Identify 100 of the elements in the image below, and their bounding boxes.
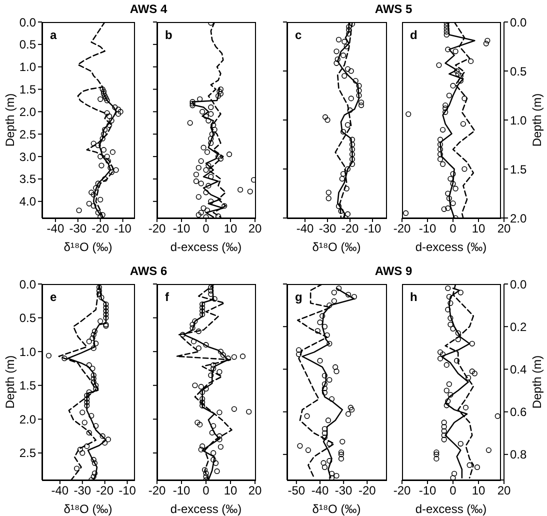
point [103, 308, 109, 314]
point [106, 113, 112, 119]
point [296, 352, 302, 358]
point [93, 340, 99, 346]
point [445, 306, 451, 312]
point [446, 92, 452, 98]
y-tick-label: 2.5 [19, 446, 36, 460]
point [444, 362, 450, 368]
point [200, 304, 206, 310]
y-tick-label: 2.0 [19, 104, 36, 119]
point [351, 294, 357, 300]
point [326, 340, 332, 346]
x-tick-label: 20 [248, 222, 262, 236]
point [80, 450, 86, 456]
point [338, 208, 344, 214]
x-tick-label: 10 [472, 222, 486, 236]
y-tick-label: 2.5 [19, 127, 36, 142]
x-tick-label: -50 [288, 484, 306, 498]
point [218, 156, 224, 162]
x-tick-label: -20 [148, 222, 166, 236]
point [198, 384, 204, 390]
point [326, 377, 332, 383]
point [98, 294, 104, 300]
point [187, 120, 193, 126]
point [98, 154, 104, 160]
point [92, 460, 98, 466]
x-tick-label: 20 [248, 484, 262, 498]
point [334, 56, 340, 62]
point [450, 82, 456, 88]
point [452, 186, 458, 192]
point [466, 462, 472, 468]
point [462, 404, 469, 410]
point [317, 358, 323, 364]
point [338, 452, 344, 458]
point [208, 111, 214, 117]
point [297, 443, 303, 449]
point [215, 154, 222, 160]
y2-tick-label: 1.0 [510, 113, 528, 128]
point [216, 369, 222, 375]
point [208, 174, 214, 180]
point [462, 166, 468, 172]
point [441, 424, 447, 430]
point [304, 413, 310, 419]
point [100, 147, 106, 153]
y-tick-label: 1.0 [19, 344, 36, 359]
y2-tick-label: 0.0 [510, 15, 528, 30]
point [441, 420, 447, 426]
y2-tick-label: 0.4 [510, 362, 528, 376]
x-tick-label: -10 [172, 222, 190, 236]
x-axis-title: δ¹⁸O (‰) [64, 502, 112, 516]
y-tick-label: 2.0 [19, 412, 36, 426]
point [98, 318, 104, 324]
x-tick-label: -30 [334, 484, 353, 498]
point [190, 102, 196, 108]
point [458, 78, 464, 84]
point [102, 126, 108, 132]
point [334, 60, 340, 66]
point [448, 300, 454, 306]
x-tick-label: 0 [450, 222, 457, 236]
point [203, 342, 209, 348]
point [104, 154, 110, 160]
point [218, 444, 224, 450]
x-axis-title: δ¹⁸O (‰) [312, 240, 361, 254]
point [458, 73, 464, 79]
annotation: a [50, 28, 57, 42]
point [98, 96, 104, 102]
x-tick-label: -40 [296, 222, 314, 236]
point [90, 372, 96, 378]
point [338, 456, 344, 462]
point [322, 114, 328, 120]
point [105, 436, 111, 442]
point [215, 93, 222, 99]
point [444, 26, 450, 32]
point [226, 152, 232, 158]
point [352, 78, 358, 84]
point [247, 188, 253, 194]
point [103, 304, 109, 310]
point [198, 446, 204, 452]
y2-tick-label: 0.6 [510, 405, 528, 420]
point [334, 472, 340, 479]
point [204, 208, 210, 214]
point [206, 162, 212, 168]
point [317, 320, 323, 326]
y-tick-label: 0.5 [19, 311, 36, 326]
point [84, 392, 90, 398]
point [86, 200, 92, 206]
point [442, 105, 448, 112]
point [86, 338, 92, 344]
x-tick-label: -20 [393, 222, 411, 236]
point [486, 447, 492, 453]
annotation: b [165, 28, 172, 42]
annotation: c [295, 28, 302, 42]
point [338, 450, 344, 456]
point [349, 136, 356, 142]
point [200, 312, 206, 318]
point [450, 171, 456, 177]
point [103, 301, 109, 308]
point [342, 38, 348, 44]
point [203, 113, 209, 119]
y-tick-label: 3.5 [19, 172, 36, 186]
